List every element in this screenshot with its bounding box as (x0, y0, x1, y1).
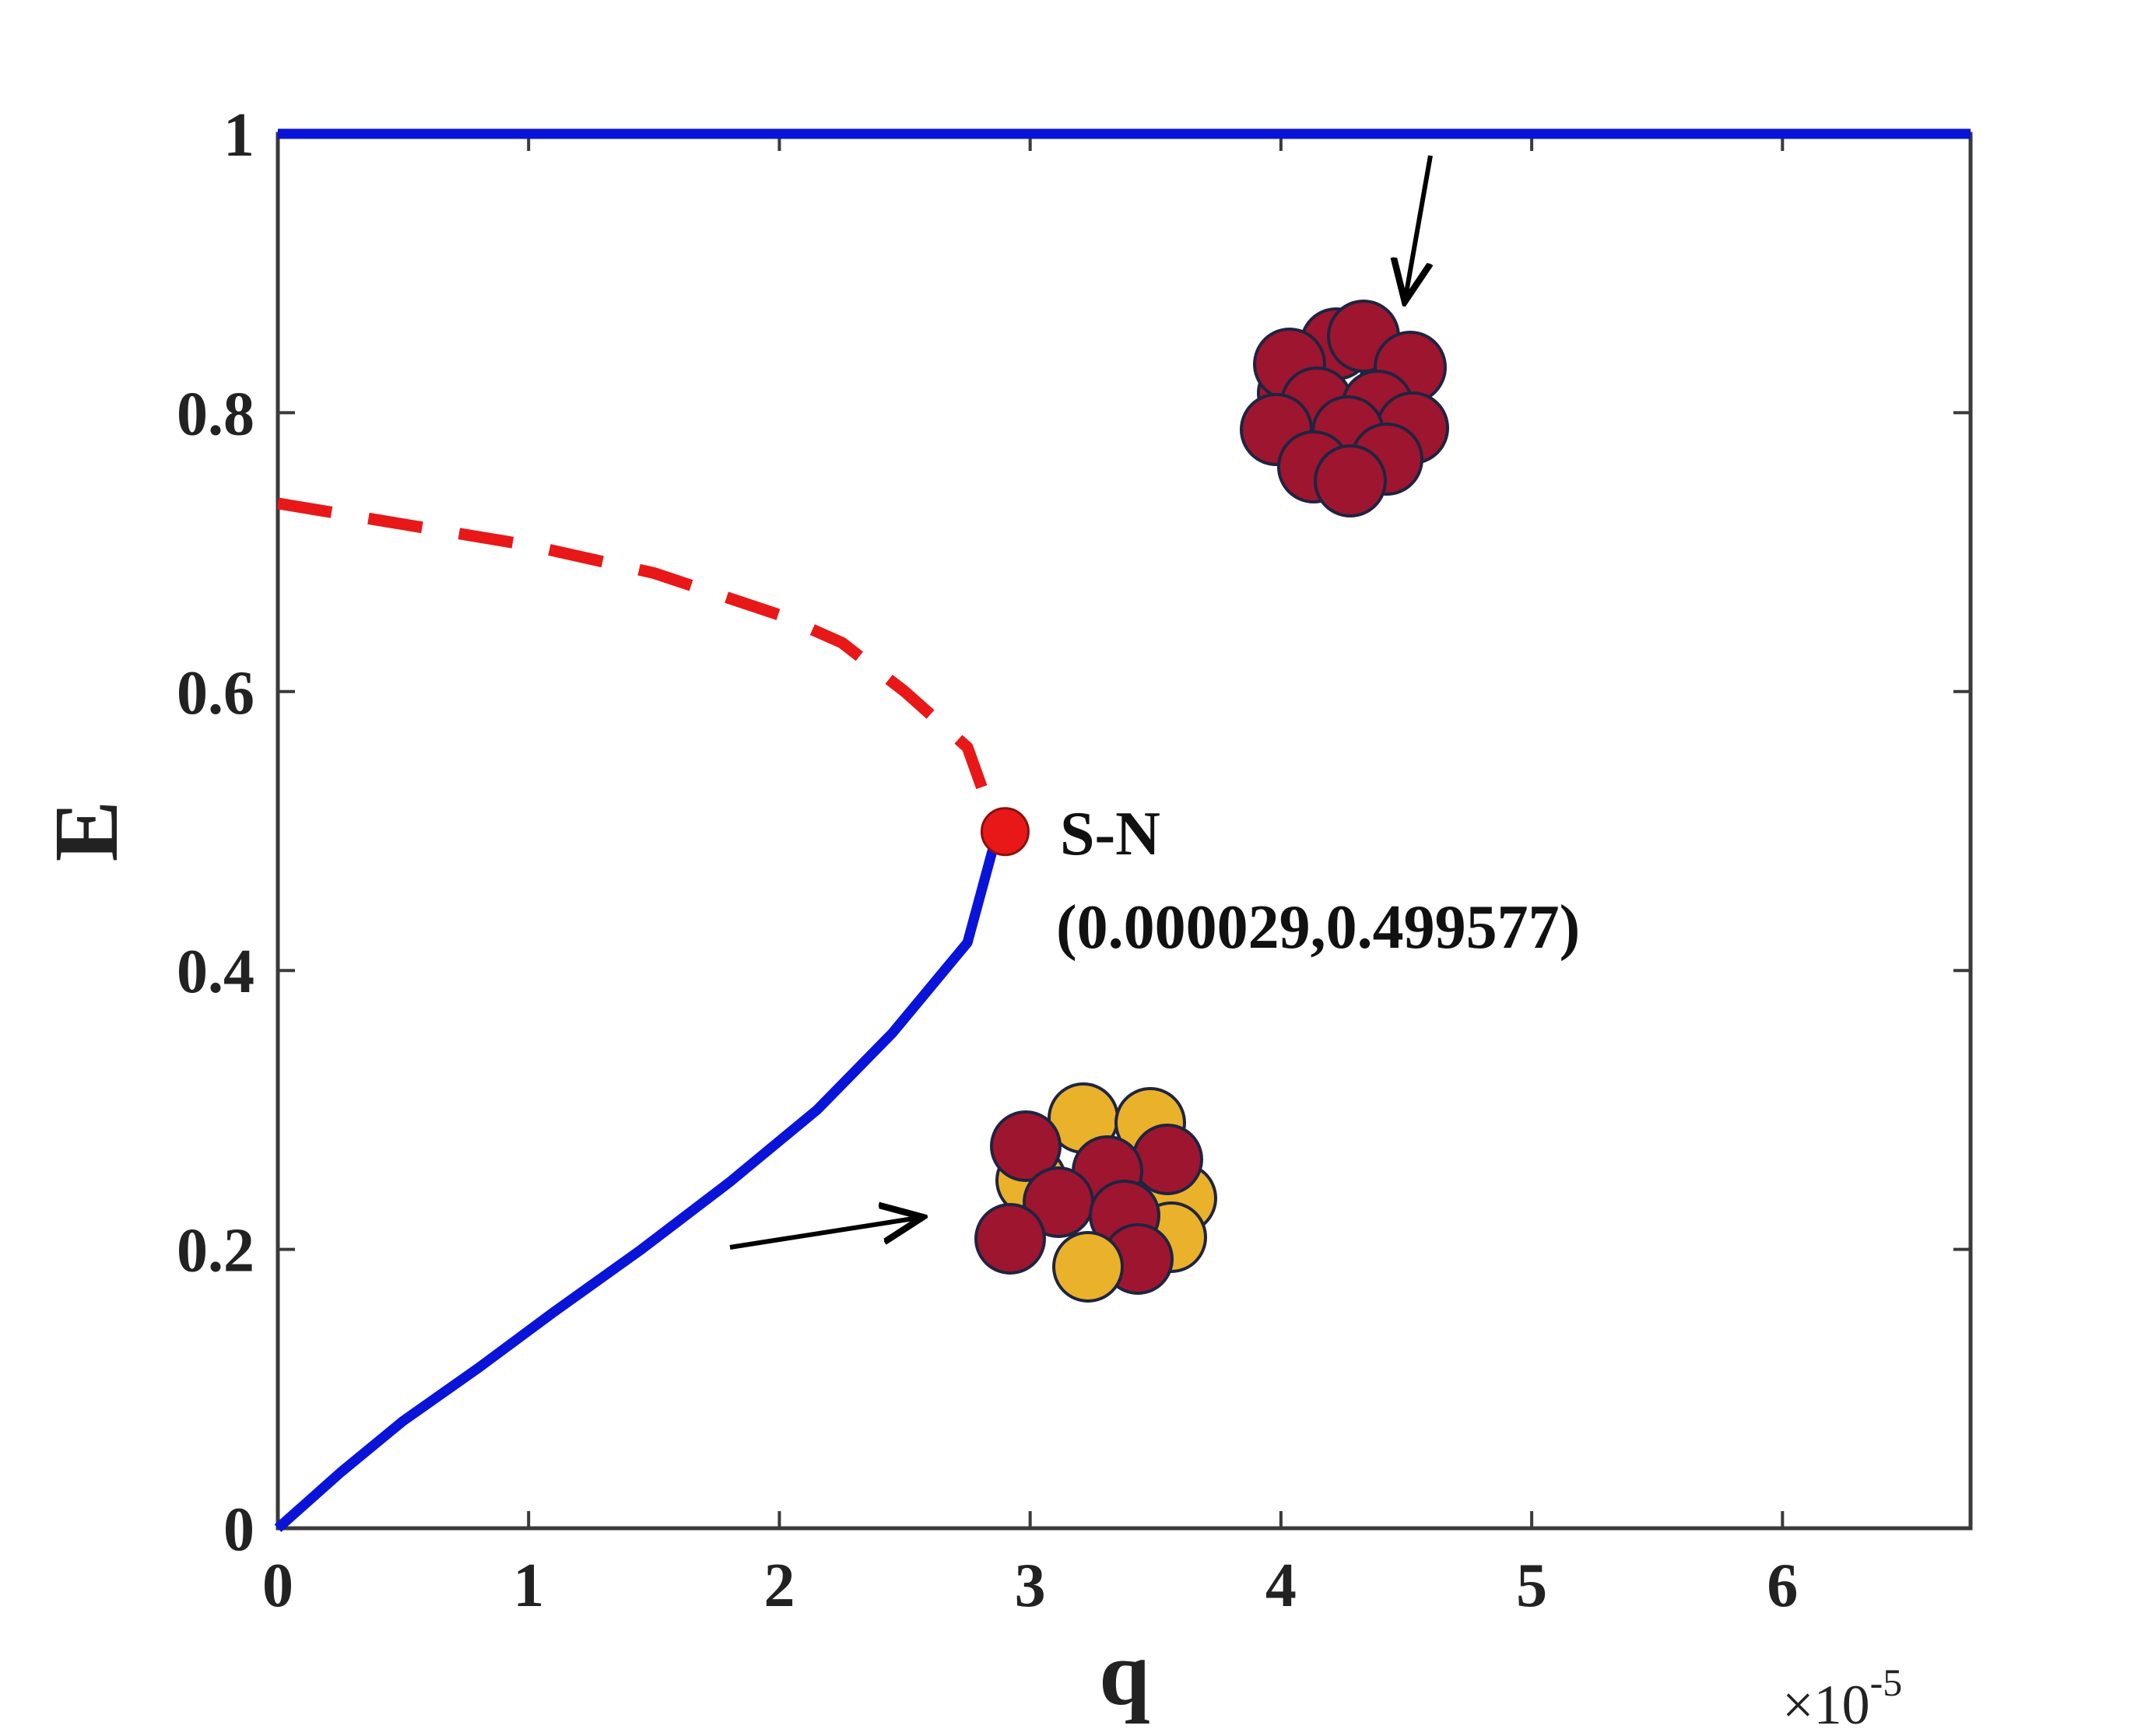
cluster-ball (1132, 1124, 1203, 1195)
y-axis-title: E (35, 801, 137, 862)
cluster-mixed-icon (974, 1082, 1217, 1303)
series-line-1 (274, 830, 1003, 1532)
cluster-ball (990, 1110, 1062, 1182)
saddle-node-marker (980, 807, 1030, 857)
y-tick-label-5: 1 (223, 101, 254, 170)
y-tick-label-4: 0.8 (177, 380, 254, 448)
cluster-ball (1314, 444, 1387, 517)
x-tick-label-5: 5 (1516, 1552, 1547, 1620)
x-tick-label-3: 3 (1015, 1552, 1046, 1620)
x-multiplier-exponent: -5 (1870, 1661, 1903, 1704)
cluster-ball (1052, 1231, 1124, 1303)
x-tick-label-2: 2 (763, 1552, 795, 1620)
arrow-to-bottom-cluster (729, 1218, 918, 1250)
x-multiplier-base: ×10 (1782, 1674, 1870, 1736)
x-tick-label-6: 6 (1767, 1552, 1798, 1620)
series-layer (274, 128, 1971, 1532)
marker-layer (980, 807, 1030, 857)
y-tick-label-3: 0.6 (177, 659, 254, 728)
x-tick-label-1: 1 (513, 1552, 544, 1620)
y-tick-labels: 0 0.2 0.4 0.6 0.8 1 (177, 101, 254, 1564)
x-multiplier: ×10-5 (1782, 1661, 1902, 1736)
x-axis-title: q (1099, 1622, 1150, 1724)
annotation-sn-label: S-N (1060, 800, 1160, 868)
cluster-all-red-icon (1240, 300, 1449, 517)
y-tick-label-2: 0.4 (177, 938, 254, 1006)
series-line-2 (276, 497, 1003, 834)
x-tick-labels: 0 1 2 3 4 5 6 (262, 1552, 1798, 1620)
y-tick-label-0: 0 (223, 1496, 254, 1564)
x-tick-label-4: 4 (1265, 1552, 1297, 1620)
cluster-ball (974, 1203, 1046, 1275)
y-tick-label-1: 0.2 (177, 1217, 254, 1285)
annotation-sn-coords: (0.000029,0.499577) (1056, 893, 1580, 962)
x-tick-label-0: 0 (262, 1552, 293, 1620)
arrow-to-top-cluster (1406, 155, 1430, 297)
